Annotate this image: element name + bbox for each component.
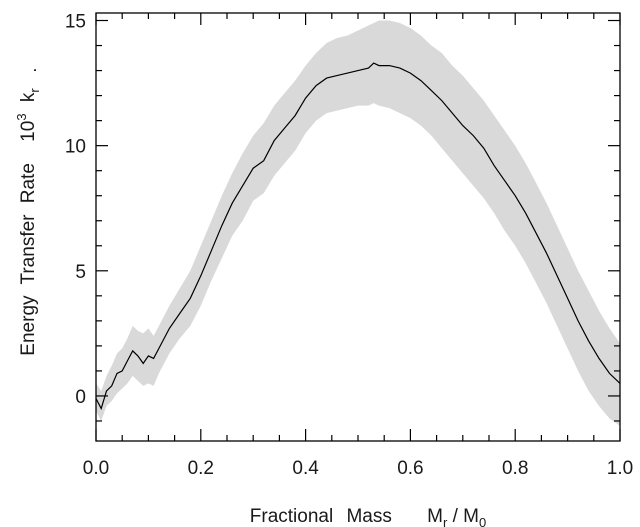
x-tick-label: 0.8 [502,458,528,479]
uncertainty-band [96,20,620,426]
y-axis-label-power-base: 10 [18,121,39,142]
x-tick-label: 1.0 [607,458,633,479]
y-axis-label-subscript: r [27,88,42,93]
y-tick-label: 10 [65,137,86,158]
y-axis-label-word-2: Transfer [18,214,39,285]
y-tick-label: 0 [75,387,86,408]
y-tick-label: 5 [75,262,86,283]
x-tick-label: 0.0 [83,458,109,479]
x-axis-label-word-2: Mass [346,506,391,527]
tick-labels: 0.0 0.2 0.4 0.6 0.8 1.0 0 5 10 15 [65,12,633,479]
y-axis-label: Energy Transfer Rate 103 kr [10,88,42,356]
series-line [95,62,621,411]
x-axis-label-symbol: M [427,506,443,527]
y-axis-label-superscript: 3 [14,113,29,120]
y-axis-label-word-1: Energy [18,295,39,356]
y-axis-label-word-3: Rate [18,163,39,203]
y-tick-label: 15 [65,12,86,33]
plot-area [95,12,621,442]
x-axis-label: Fractional Mass Mr / M0 [250,506,486,527]
x-axis-label-word-1: Fractional [250,506,333,527]
y-axis-label-symbol: k [18,92,39,102]
x-tick-label: 0.2 [188,458,214,479]
x-axis-label-subscript-r: r [443,515,448,527]
x-tick-label: 0.4 [292,458,319,479]
x-tick-label: 0.6 [397,458,423,479]
y-axis-label-dot: ˙ [33,67,40,89]
axis-ticks [95,13,621,441]
x-axis-label-slash: / M [447,506,479,527]
x-axis-label-subscript-0: 0 [479,515,486,527]
